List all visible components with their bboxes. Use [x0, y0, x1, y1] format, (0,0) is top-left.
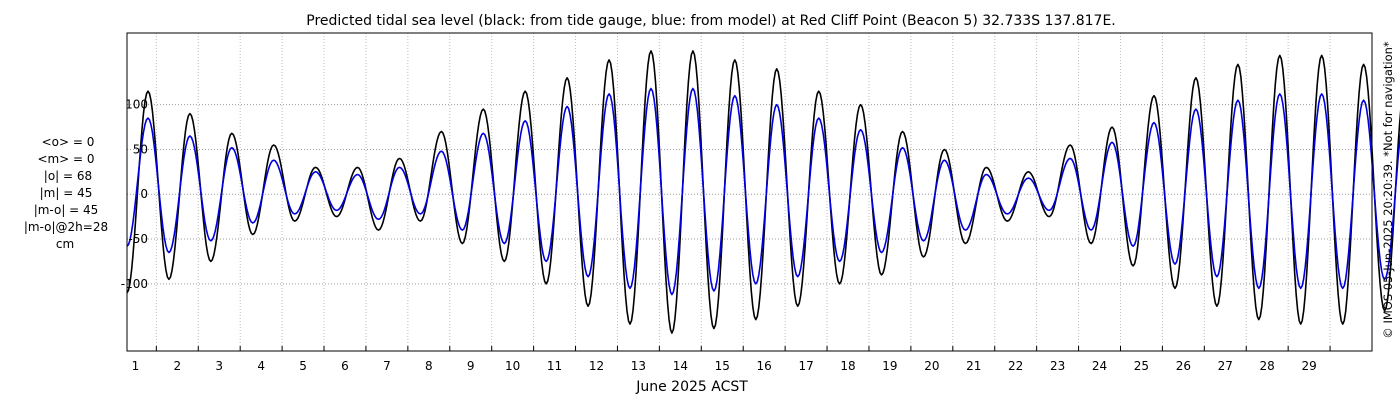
x-tick-label: 1 [132, 359, 140, 373]
stat-abs-diff: |m-o| = 45 [34, 203, 99, 217]
y-tick-label: 0 [140, 187, 148, 201]
grid-lines [127, 33, 1372, 351]
x-tick-label: 7 [383, 359, 391, 373]
y-tick-labels: -100 -50 0 50 100 [121, 98, 148, 291]
x-tick-label: 26 [1176, 359, 1191, 373]
y-tick-label: 50 [133, 142, 148, 156]
x-tick-label: 5 [299, 359, 307, 373]
x-tick-label: 25 [1134, 359, 1149, 373]
x-tick-label: 14 [673, 359, 688, 373]
x-tick-label: 3 [215, 359, 223, 373]
x-tick-label: 20 [924, 359, 939, 373]
x-tick-label: 21 [966, 359, 981, 373]
x-tick-label: 11 [547, 359, 562, 373]
stat-unit: cm [56, 237, 74, 251]
chart-title: Predicted tidal sea level (black: from t… [306, 13, 1116, 29]
stat-mean-model: <m> = 0 [37, 152, 94, 166]
x-tick-label: 10 [505, 359, 520, 373]
x-tick-label: 4 [257, 359, 265, 373]
x-tick-label: 18 [840, 359, 855, 373]
y-tick-label: 100 [125, 98, 148, 112]
x-tick-label: 28 [1260, 359, 1275, 373]
x-tick-label: 13 [631, 359, 646, 373]
x-tick-label: 16 [757, 359, 772, 373]
x-tick-label: 17 [798, 359, 813, 373]
x-tick-label: 23 [1050, 359, 1065, 373]
plot-frame [126, 32, 1373, 352]
x-tick-label: 29 [1301, 359, 1316, 373]
x-tick-label: 15 [715, 359, 730, 373]
x-tick-label: 19 [882, 359, 897, 373]
x-tick-label: 27 [1218, 359, 1233, 373]
stat-abs-obs: |o| = 68 [44, 169, 92, 183]
stat-mean-obs: <o> = 0 [42, 135, 95, 149]
x-tick-labels: 1 2 3 4 5 6 7 8 9 10 11 12 13 14 15 16 17 18 19 20 21 22 23 24 2… [132, 359, 1317, 373]
x-tick-label: 24 [1092, 359, 1107, 373]
imos-credit: © IMOS 05-Jun-2025 20:20:39. *Not for na… [1381, 41, 1395, 339]
stat-abs-model: |m| = 45 [40, 186, 93, 200]
x-tick-label: 2 [173, 359, 181, 373]
x-tick-label: 8 [425, 359, 433, 373]
x-tick-label: 6 [341, 359, 349, 373]
x-tick-label: 12 [589, 359, 604, 373]
series-line-model [126, 87, 1400, 296]
stats-panel: <o> = 0 <m> = 0 |o| = 68 |m| = 45 |m-o| … [24, 135, 108, 251]
series-lines [126, 50, 1400, 334]
y-tick-label: -50 [128, 232, 148, 246]
y-tick-label: -100 [121, 277, 148, 291]
series-line-gauge [126, 50, 1400, 334]
x-tick-label: 22 [1008, 359, 1023, 373]
x-axis-label: June 2025 ACST [635, 379, 748, 395]
x-tick-label: 9 [467, 359, 475, 373]
stat-diff-2h: |m-o|@2h=28 [24, 220, 108, 234]
